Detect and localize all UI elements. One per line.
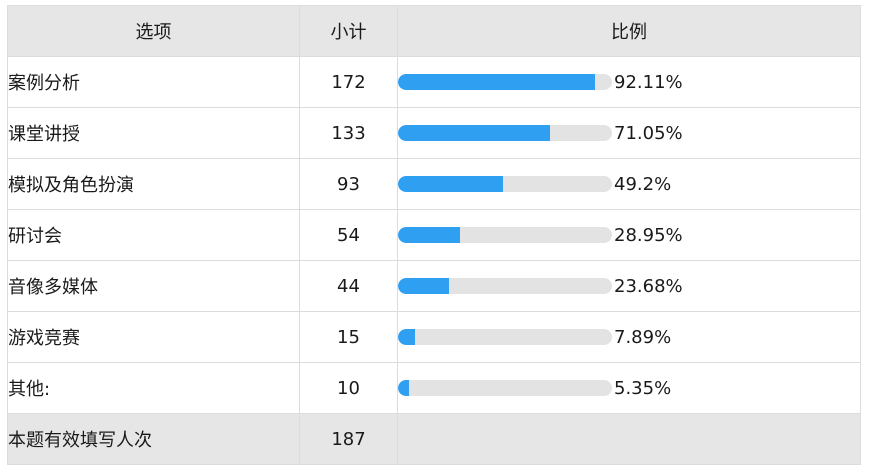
table-row: 研讨会 54 28.95% bbox=[7, 209, 861, 261]
option-count: 15 bbox=[299, 311, 398, 363]
option-ratio-cell: 28.95% bbox=[397, 209, 861, 261]
ratio-percent-label: 92.11% bbox=[614, 71, 683, 93]
table-row: 音像多媒体 44 23.68% bbox=[7, 260, 861, 312]
table-row: 案例分析 172 92.11% bbox=[7, 56, 861, 108]
table-row: 游戏竞赛 15 7.89% bbox=[7, 311, 861, 363]
footer-empty bbox=[397, 413, 861, 465]
ratio-bar-track bbox=[398, 380, 612, 396]
header-option: 选项 bbox=[7, 5, 300, 57]
ratio-bar-track bbox=[398, 278, 612, 294]
ratio-bar-track bbox=[398, 125, 612, 141]
option-label: 模拟及角色扮演 bbox=[7, 158, 300, 210]
option-label: 课堂讲授 bbox=[7, 107, 300, 159]
footer-row: 本题有效填写人次 187 bbox=[7, 413, 861, 465]
table-body: 案例分析 172 92.11% 课堂讲授 133 71.05% 模拟及角色扮演 93 49.2%… bbox=[7, 56, 861, 414]
ratio-bar-track bbox=[398, 176, 612, 192]
ratio-bar-fill bbox=[398, 380, 410, 396]
option-label: 研讨会 bbox=[7, 209, 300, 261]
option-count: 10 bbox=[299, 362, 398, 414]
header-ratio: 比例 bbox=[397, 5, 861, 57]
ratio-bar-fill bbox=[398, 278, 449, 294]
option-count: 172 bbox=[299, 56, 398, 108]
results-table: 选项 小计 比例 案例分析 172 92.11% 课堂讲授 133 71.05% 模拟及角色… bbox=[7, 5, 861, 465]
ratio-percent-label: 71.05% bbox=[614, 122, 683, 144]
option-ratio-cell: 23.68% bbox=[397, 260, 861, 312]
ratio-percent-label: 23.68% bbox=[614, 275, 683, 297]
ratio-percent-label: 5.35% bbox=[614, 377, 672, 399]
ratio-percent-label: 7.89% bbox=[614, 326, 672, 348]
table-row: 其他: 10 5.35% bbox=[7, 362, 861, 414]
option-ratio-cell: 7.89% bbox=[397, 311, 861, 363]
option-label: 音像多媒体 bbox=[7, 260, 300, 312]
ratio-bar-track bbox=[398, 329, 612, 345]
option-ratio-cell: 92.11% bbox=[397, 56, 861, 108]
table-row: 课堂讲授 133 71.05% bbox=[7, 107, 861, 159]
ratio-bar-fill bbox=[398, 227, 460, 243]
option-label: 其他: bbox=[7, 362, 300, 414]
ratio-percent-label: 28.95% bbox=[614, 224, 683, 246]
ratio-bar-fill bbox=[398, 176, 504, 192]
ratio-bar-track bbox=[398, 227, 612, 243]
header-row: 选项 小计 比例 bbox=[7, 5, 861, 57]
option-ratio-cell: 49.2% bbox=[397, 158, 861, 210]
option-count: 44 bbox=[299, 260, 398, 312]
ratio-bar-fill bbox=[398, 74, 596, 90]
ratio-percent-label: 49.2% bbox=[614, 173, 672, 195]
option-ratio-cell: 71.05% bbox=[397, 107, 861, 159]
option-count: 133 bbox=[299, 107, 398, 159]
ratio-bar-track bbox=[398, 74, 612, 90]
option-count: 93 bbox=[299, 158, 398, 210]
option-count: 54 bbox=[299, 209, 398, 261]
option-label: 案例分析 bbox=[7, 56, 300, 108]
ratio-bar-fill bbox=[398, 125, 551, 141]
footer-count: 187 bbox=[299, 413, 398, 465]
ratio-bar-fill bbox=[398, 329, 415, 345]
table-row: 模拟及角色扮演 93 49.2% bbox=[7, 158, 861, 210]
option-label: 游戏竞赛 bbox=[7, 311, 300, 363]
header-count: 小计 bbox=[299, 5, 398, 57]
footer-label: 本题有效填写人次 bbox=[7, 413, 300, 465]
option-ratio-cell: 5.35% bbox=[397, 362, 861, 414]
